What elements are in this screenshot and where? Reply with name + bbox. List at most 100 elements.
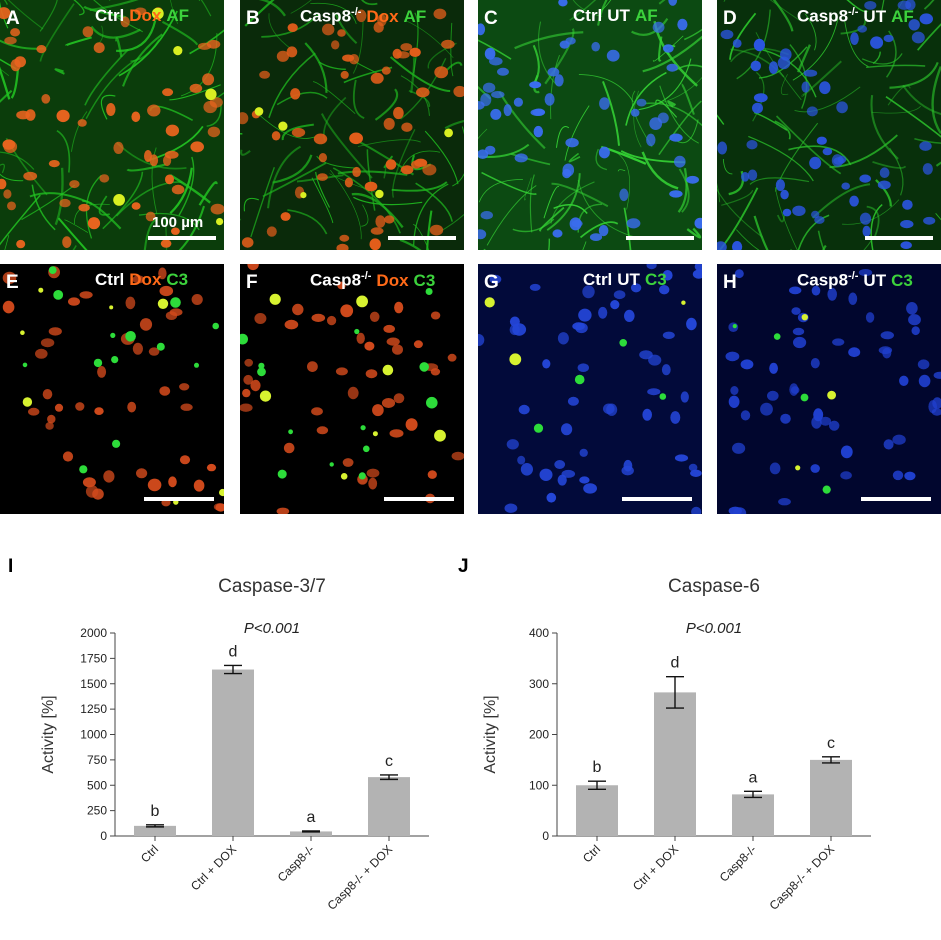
scale-bar-label: 100 µm bbox=[152, 214, 204, 231]
micrograph-image bbox=[717, 0, 941, 250]
y-tick-label: 500 bbox=[87, 778, 107, 792]
chart-subtitle: P<0.001 bbox=[686, 620, 742, 637]
panel-letter: C bbox=[484, 8, 498, 29]
scale-bar bbox=[384, 497, 454, 501]
caption-part: Ctrl bbox=[95, 270, 125, 289]
significance-letter: d bbox=[671, 655, 680, 672]
significance-letter: d bbox=[229, 643, 238, 660]
panel-caption: Ctrl Dox AF bbox=[95, 6, 189, 26]
x-tick-label: Casp8-/- + DOX bbox=[767, 842, 838, 913]
micrograph-image bbox=[240, 0, 464, 250]
caption-part: AF bbox=[634, 6, 658, 25]
caption-part: UT bbox=[863, 270, 887, 290]
bar bbox=[732, 794, 774, 836]
caption-part: C3 bbox=[413, 270, 436, 290]
caspase-6-chart: Caspase-6 P<0.001 0 100 200 300 400 Activity [%… bbox=[482, 576, 871, 913]
x-tick-label: Casp8-/- + DOX bbox=[325, 842, 396, 913]
scale-bar bbox=[622, 497, 692, 501]
scale-bar bbox=[148, 236, 216, 240]
bar bbox=[654, 692, 696, 836]
significance-letter: c bbox=[385, 753, 393, 770]
panel-letter: E bbox=[6, 272, 19, 293]
caption-part: AF bbox=[166, 6, 190, 25]
y-tick-label: 0 bbox=[100, 829, 107, 843]
panel-caption: Casp8-/- Dox C3 bbox=[310, 270, 435, 291]
chart-title: Caspase-6 bbox=[668, 576, 760, 597]
y-tick-label: 1250 bbox=[80, 702, 107, 716]
chart-letter-i: I bbox=[8, 556, 14, 577]
bar bbox=[134, 825, 176, 836]
caption-part: Casp8-/- bbox=[797, 6, 859, 26]
caption-part: Casp8-/- bbox=[797, 270, 859, 290]
caption-part: C3 bbox=[166, 270, 189, 289]
y-tick-label: 250 bbox=[87, 804, 107, 818]
micrograph-panel-e: E Ctrl Dox C3 bbox=[0, 264, 224, 514]
micrograph-panel-c: C Ctrl UT AF bbox=[478, 0, 702, 250]
y-tick-label: 100 bbox=[529, 778, 549, 792]
micrograph-panel-h: H Casp8-/- UT C3 bbox=[717, 264, 941, 514]
x-tick-label: Ctrl + DOX bbox=[630, 842, 681, 893]
x-tick-label: Ctrl + DOX bbox=[188, 842, 239, 893]
significance-letter: b bbox=[593, 759, 602, 776]
micrograph-image bbox=[0, 264, 224, 514]
scale-bar bbox=[388, 236, 456, 240]
micrograph-image bbox=[478, 264, 702, 514]
significance-letter: c bbox=[827, 735, 835, 752]
panel-caption: Ctrl Dox C3 bbox=[95, 270, 188, 290]
x-tick-label: Ctrl bbox=[580, 842, 603, 865]
x-tick-label: Casp8-/- bbox=[275, 842, 317, 884]
caption-part: Ctrl bbox=[573, 6, 603, 25]
micrograph-image bbox=[0, 0, 224, 250]
bar bbox=[212, 669, 254, 836]
caption-part: Casp8-/- bbox=[310, 270, 372, 290]
panel-caption: Casp8-/- UT AF bbox=[797, 6, 914, 27]
caption-part: AF bbox=[891, 6, 914, 26]
scale-bar bbox=[861, 497, 931, 501]
y-tick-label: 1000 bbox=[80, 728, 107, 742]
x-tick-label: Casp8-/- bbox=[717, 842, 759, 884]
panel-letter: D bbox=[723, 8, 737, 29]
y-tick-label: 0 bbox=[542, 829, 549, 843]
caption-part: C3 bbox=[891, 270, 913, 290]
y-tick-label: 2000 bbox=[80, 626, 107, 640]
caption-part: UT bbox=[863, 6, 887, 26]
y-axis-label: Activity [%] bbox=[40, 695, 57, 773]
panel-letter: A bbox=[6, 8, 20, 29]
chart-letter-j: J bbox=[458, 556, 469, 577]
bar bbox=[576, 785, 618, 836]
y-axis-label: Activity [%] bbox=[482, 695, 499, 773]
caspase-3-7-chart: Caspase-3/7 P<0.001 0 250 500 750 1000 1250 1500… bbox=[40, 576, 429, 913]
caption-part: C3 bbox=[644, 270, 667, 289]
caption-part: AF bbox=[403, 6, 427, 26]
micrograph-image bbox=[717, 264, 941, 514]
micrograph-panel-a: A Ctrl Dox AF 100 µm bbox=[0, 0, 224, 250]
caption-part: Ctrl bbox=[583, 270, 613, 289]
significance-letter: a bbox=[307, 809, 316, 826]
caption-part: Dox bbox=[366, 6, 399, 26]
micrograph-panel-b: B Casp8-/- Dox AF bbox=[240, 0, 464, 250]
caption-part: UT bbox=[607, 6, 630, 25]
y-tick-label: 1750 bbox=[80, 651, 107, 665]
y-tick-label: 200 bbox=[529, 728, 549, 742]
micrograph-image bbox=[240, 264, 464, 514]
bar bbox=[290, 831, 332, 836]
caption-part: Dox bbox=[376, 270, 409, 290]
y-tick-label: 300 bbox=[529, 677, 549, 691]
caption-part: Dox bbox=[129, 270, 162, 289]
significance-letter: a bbox=[749, 769, 758, 786]
caption-part: Dox bbox=[129, 6, 162, 25]
chart-title: Caspase-3/7 bbox=[218, 576, 326, 597]
caption-part: Casp8-/- bbox=[300, 6, 362, 26]
scale-bar bbox=[626, 236, 694, 240]
scale-bar bbox=[865, 236, 933, 240]
panel-caption: Ctrl UT AF bbox=[573, 6, 658, 26]
panel-letter: H bbox=[723, 272, 737, 293]
y-tick-label: 1500 bbox=[80, 677, 107, 691]
caption-part: Ctrl bbox=[95, 6, 125, 25]
panel-letter: G bbox=[484, 272, 499, 293]
micrograph-panel-g: G Ctrl UT C3 bbox=[478, 264, 702, 514]
panel-caption: Casp8-/- Dox AF bbox=[300, 6, 426, 27]
y-tick-label: 400 bbox=[529, 626, 549, 640]
panel-caption: Ctrl UT C3 bbox=[583, 270, 667, 290]
chart-subtitle: P<0.001 bbox=[244, 620, 300, 637]
